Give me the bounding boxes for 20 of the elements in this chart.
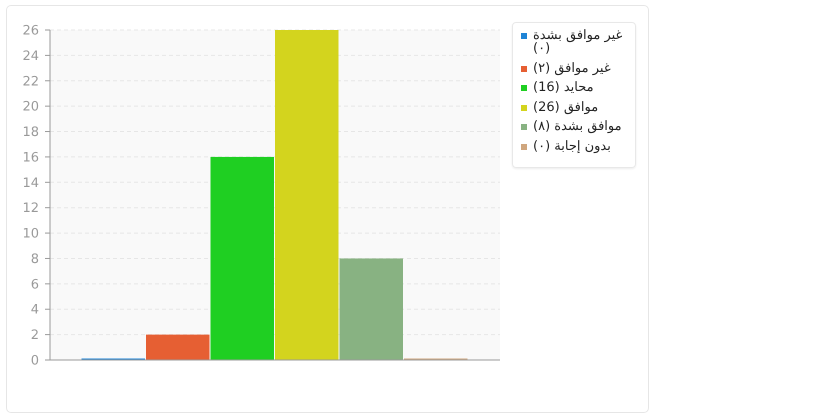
y-tick-label: 0: [30, 354, 39, 368]
legend-label: غير موافق بشدة (٠): [533, 28, 624, 56]
y-tick-label: 18: [22, 125, 39, 140]
y-tick-label: 16: [22, 150, 39, 166]
y-tick-label: 2: [30, 328, 39, 344]
y-tick-label: 6: [30, 277, 39, 292]
y-tick-label: 26: [22, 24, 39, 38]
legend-label: محايد (16): [533, 80, 594, 95]
y-tick-label: 14: [22, 176, 39, 191]
legend-label: غير موافق (٢): [533, 60, 611, 76]
y-tick-label: 22: [22, 74, 39, 90]
y-tick-label: 12: [22, 201, 39, 216]
y-tick-label: 10: [22, 226, 39, 242]
y-tick-label: 20: [22, 100, 39, 115]
legend-label: موافق (26): [533, 100, 598, 114]
legend-label: موافق بشدة (٨): [533, 119, 622, 134]
y-tick-label: 24: [22, 48, 39, 64]
y-tick-label: 8: [30, 252, 39, 267]
legend-label: بدون إجابة (٠): [533, 138, 611, 154]
y-tick-label: 4: [30, 302, 39, 318]
